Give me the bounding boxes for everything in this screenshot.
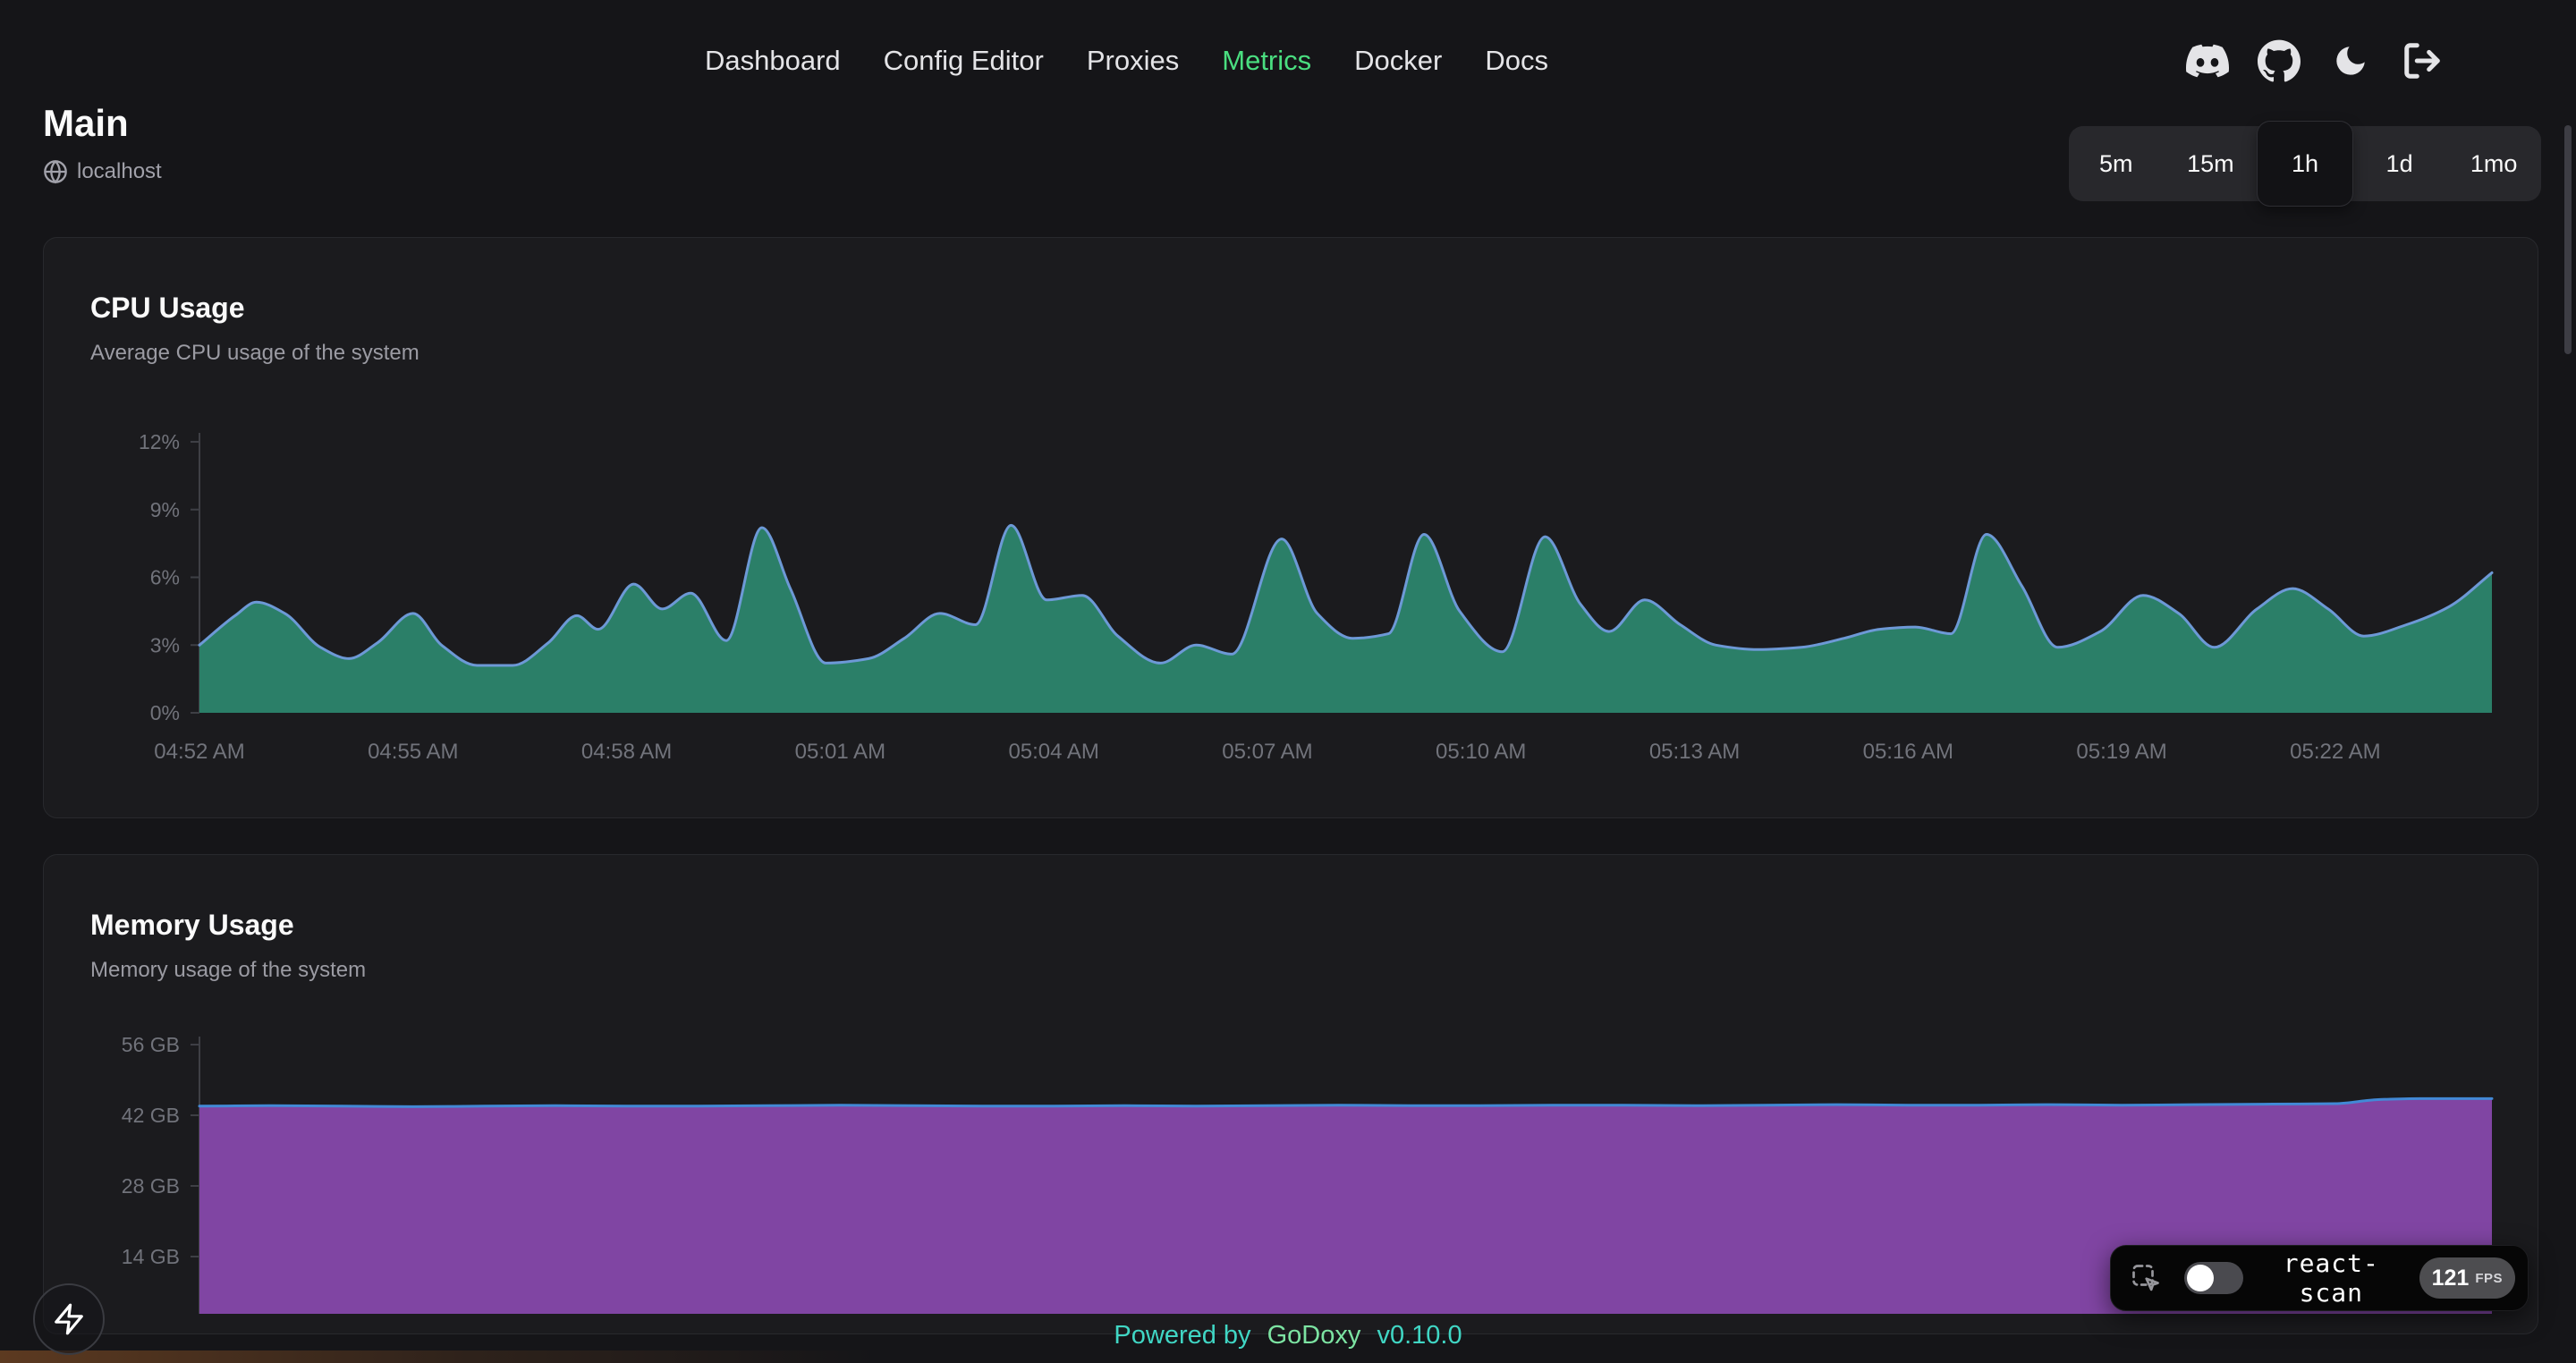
svg-text:9%: 9% — [150, 498, 180, 521]
svg-text:28 GB: 28 GB — [122, 1174, 180, 1198]
nav-item-metrics[interactable]: Metrics — [1222, 45, 1312, 76]
svg-text:14 GB: 14 GB — [122, 1245, 180, 1268]
range-option-15m[interactable]: 15m — [2187, 149, 2234, 177]
range-option-1h[interactable]: 1h — [2258, 122, 2352, 206]
range-option-1mo[interactable]: 1mo — [2470, 149, 2518, 177]
time-range-picker: 5m 15m 1h 1d 1mo — [2069, 122, 2541, 206]
globe-icon — [43, 159, 68, 184]
scan-toggle[interactable] — [2184, 1262, 2243, 1294]
svg-text:6%: 6% — [150, 566, 180, 589]
svg-text:05:10 AM: 05:10 AM — [1436, 740, 1526, 764]
svg-text:56 GB: 56 GB — [122, 1033, 180, 1056]
fps-badge: 121 FPS — [2419, 1257, 2515, 1299]
github-icon[interactable] — [2258, 39, 2301, 82]
svg-text:04:52 AM: 04:52 AM — [154, 740, 244, 764]
svg-text:42 GB: 42 GB — [122, 1104, 180, 1127]
nav-item-proxies[interactable]: Proxies — [1086, 45, 1180, 76]
svg-text:05:22 AM: 05:22 AM — [2290, 740, 2380, 764]
nav-item-docker[interactable]: Docker — [1354, 45, 1443, 76]
range-option-1d[interactable]: 1d — [2385, 149, 2413, 177]
lightning-bolt-icon — [52, 1302, 86, 1336]
svg-text:05:19 AM: 05:19 AM — [2076, 740, 2166, 764]
svg-text:05:16 AM: 05:16 AM — [1863, 740, 1953, 764]
footer-version: v0.10.0 — [1377, 1321, 1462, 1350]
bottom-glow — [0, 1350, 1029, 1363]
inspect-element-icon[interactable] — [2129, 1261, 2163, 1295]
moon-theme-toggle-icon[interactable] — [2329, 39, 2372, 82]
svg-text:05:04 AM: 05:04 AM — [1008, 740, 1098, 764]
footer-godoxy-link[interactable]: GoDoxy — [1267, 1321, 1361, 1350]
host-label: localhost — [77, 159, 162, 183]
cpu-usage-chart: 0% 3% 6% 9% 12% 04:52 AM 04:55 AM 04:58 AM 05:01… — [139, 430, 2494, 764]
svg-text:05:01 AM: 05:01 AM — [795, 740, 886, 764]
footer-powered-by: Powered by — [1114, 1321, 1251, 1350]
memory-card-subtitle: Memory usage of the system — [90, 958, 367, 982]
svg-text:05:13 AM: 05:13 AM — [1649, 740, 1740, 764]
fps-unit: FPS — [2475, 1270, 2503, 1286]
page-title: Main — [43, 102, 129, 144]
range-option-5m[interactable]: 5m — [2099, 149, 2133, 177]
quick-actions-button[interactable] — [33, 1283, 105, 1355]
svg-text:04:55 AM: 04:55 AM — [368, 740, 458, 764]
nav-item-config-editor[interactable]: Config Editor — [883, 45, 1044, 76]
vertical-scrollbar-thumb[interactable] — [2564, 125, 2572, 354]
memory-card-title: Memory Usage — [90, 909, 294, 941]
footer: Powered by GoDoxy v0.10.0 — [0, 1321, 2576, 1350]
top-navigation: Dashboard Config Editor Proxies Metrics … — [0, 0, 2576, 122]
svg-text:05:07 AM: 05:07 AM — [1222, 740, 1312, 764]
svg-text:04:58 AM: 04:58 AM — [581, 740, 672, 764]
react-scan-toolbar[interactable]: react-scan 121 FPS — [2110, 1245, 2529, 1311]
svg-text:0%: 0% — [150, 701, 180, 724]
toggle-knob — [2187, 1265, 2214, 1291]
memory-usage-chart: 14 GB 28 GB 42 GB 56 GB — [122, 1033, 2494, 1314]
nav-item-dashboard[interactable]: Dashboard — [705, 45, 841, 76]
svg-text:3%: 3% — [150, 633, 180, 656]
react-scan-label: react-scan — [2283, 1249, 2379, 1308]
discord-icon[interactable] — [2186, 39, 2229, 82]
logout-icon[interactable] — [2401, 39, 2444, 82]
cpu-card-subtitle: Average CPU usage of the system — [90, 341, 419, 365]
fps-value: 121 — [2431, 1265, 2470, 1291]
host-row: localhost — [43, 159, 162, 184]
nav-item-docs[interactable]: Docs — [1485, 45, 1548, 76]
cpu-card-title: CPU Usage — [90, 292, 245, 324]
nav-icon-group — [2186, 0, 2444, 122]
nav-links: Dashboard Config Editor Proxies Metrics … — [705, 0, 1548, 122]
cpu-usage-card: CPU Usage Average CPU usage of the syste… — [43, 237, 2538, 818]
page-head: Main localhost — [43, 100, 162, 184]
svg-text:12%: 12% — [139, 430, 180, 453]
